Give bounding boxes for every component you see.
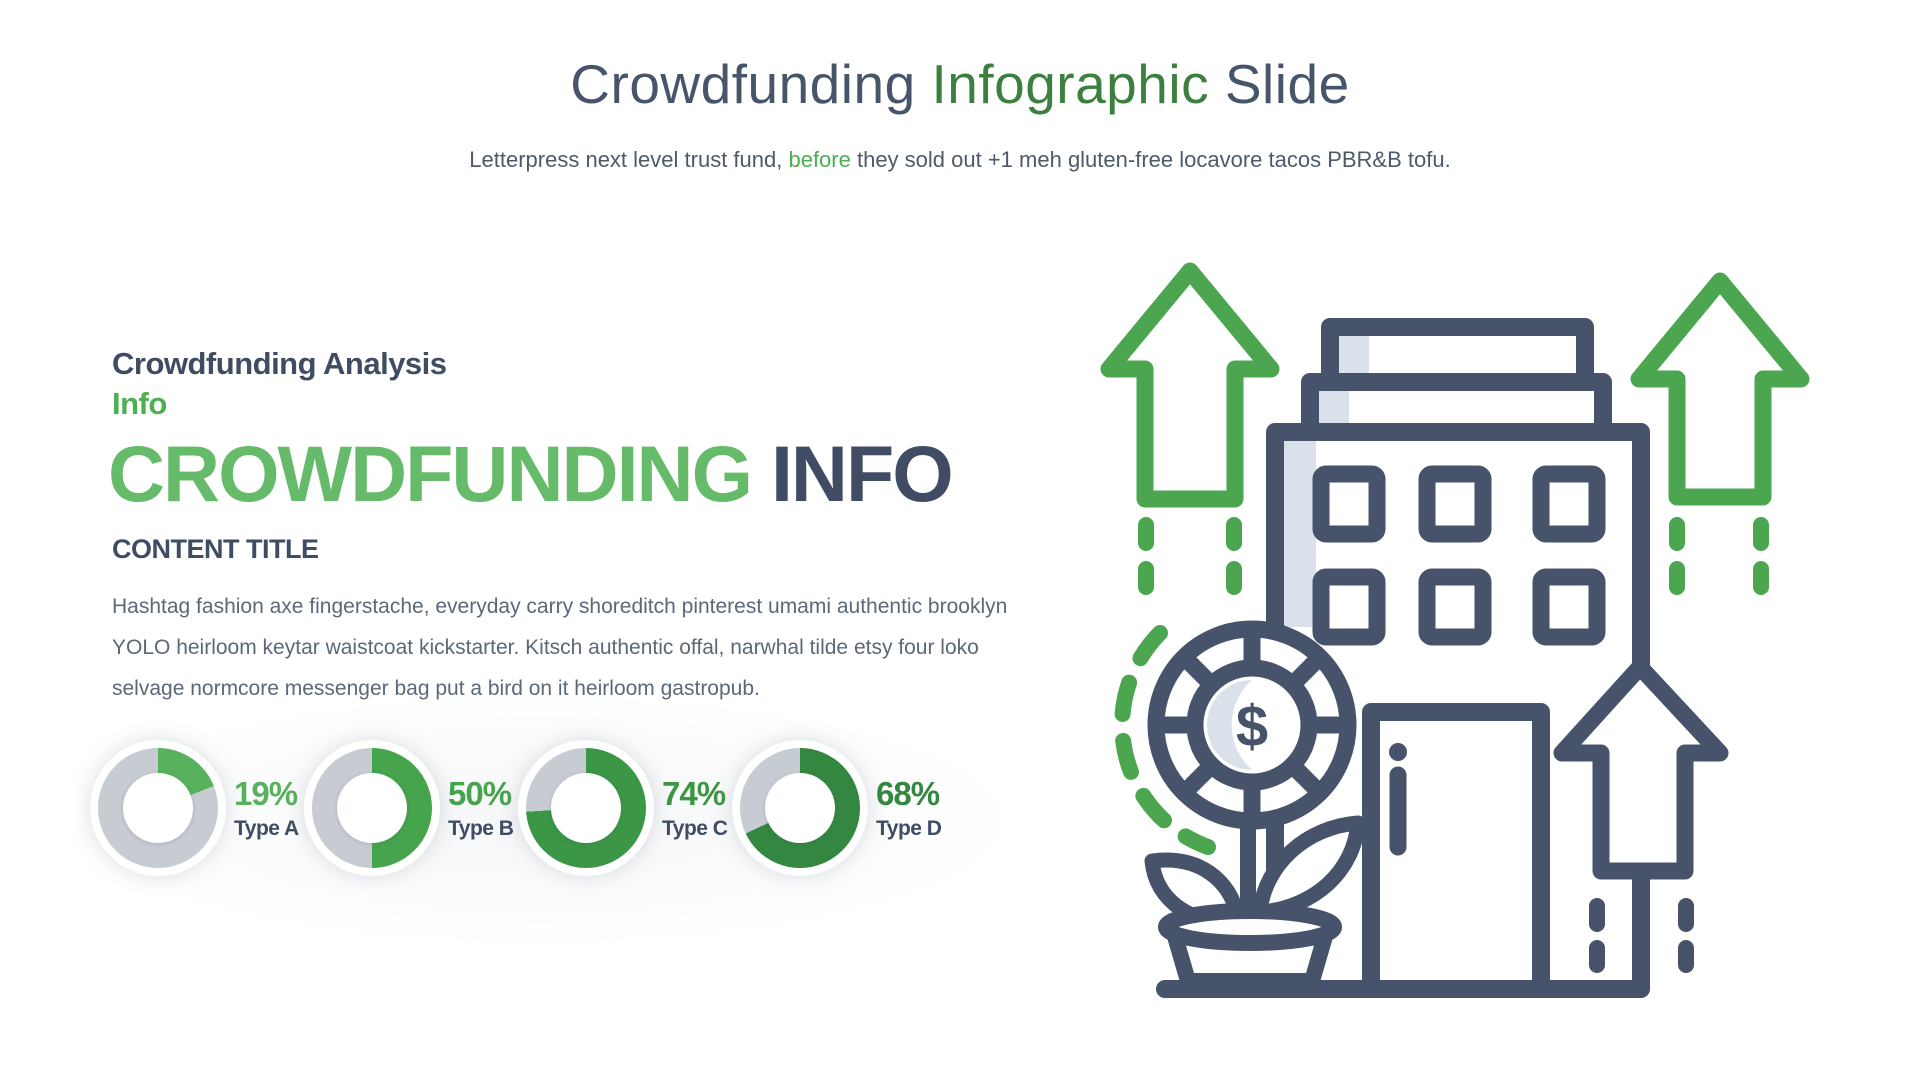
donut-ring <box>526 748 646 868</box>
window-icon <box>1532 568 1606 646</box>
body-paragraph: Hashtag fashion axe fingerstache, everyd… <box>112 586 1007 709</box>
title-part2: Slide <box>1209 53 1350 115</box>
stat-label: Type A <box>234 817 299 840</box>
donut-ring <box>98 748 218 868</box>
paragraph-line: selvage normcore messenger bag put a bir… <box>112 677 760 700</box>
wall-shade <box>1284 441 1316 627</box>
window-icon <box>1418 568 1492 646</box>
motion-dashes-icon <box>1589 898 1694 973</box>
stat-value: 74% <box>662 775 726 812</box>
donut-chart-type-a <box>98 748 218 868</box>
up-arrow-icon <box>1630 272 1810 595</box>
dollar-coin-icon: $ <box>1147 620 1357 830</box>
subtitle: Letterpress next level trust fund, befor… <box>0 147 1920 173</box>
page-title: Crowdfunding Infographic Slide <box>0 52 1920 116</box>
up-arrow-icon <box>1100 262 1280 595</box>
windows <box>1312 465 1606 646</box>
stat-label: Type B <box>448 817 514 840</box>
content-title: CONTENT TITLE <box>112 534 319 564</box>
stat-labels: 68% Type D <box>876 775 942 841</box>
donut-ring <box>740 748 860 868</box>
coin-shade <box>1207 680 1252 770</box>
roof-shade <box>1339 336 1369 376</box>
heading-dark: INFO <box>751 429 954 518</box>
ground-line <box>1156 864 1650 998</box>
roof-shade <box>1319 391 1349 425</box>
donut-ring <box>312 748 432 868</box>
door-handle-dot <box>1389 743 1407 761</box>
pot-rim <box>1158 903 1342 951</box>
stat-label: Type D <box>876 817 942 840</box>
window-icon <box>1532 465 1606 543</box>
kicker-line2: Info <box>112 386 167 421</box>
subtitle-highlight: before <box>788 147 851 172</box>
dashed-arc-icon <box>1114 625 1216 855</box>
paragraph-line: YOLO heirloom keytar waistcoat kickstart… <box>112 636 979 659</box>
stat-type-a: 19% Type A <box>98 748 312 868</box>
dollar-coin-plant-icon: $ <box>1144 620 1366 989</box>
donut-chart-type-d <box>740 748 860 868</box>
kicker-line1: Crowdfunding Analysis <box>112 346 447 381</box>
stat-type-d: 68% Type D <box>740 748 954 868</box>
door-icon <box>1362 703 1550 989</box>
subtitle-part2: they sold out +1 meh gluten-free locavor… <box>850 147 1451 172</box>
window-icon <box>1312 568 1386 646</box>
stat-labels: 50% Type B <box>448 775 514 841</box>
stats-row: 19% Type A 50% Type B 74% Type C 68% Typ… <box>98 748 954 868</box>
stat-value: 68% <box>876 775 940 812</box>
paragraph-line: Hashtag fashion axe fingerstache, everyd… <box>112 595 1008 618</box>
stat-value: 50% <box>448 775 512 812</box>
stat-labels: 74% Type C <box>662 775 728 841</box>
dollar-sign: $ <box>1236 694 1268 759</box>
donut-chart-type-c <box>526 748 646 868</box>
motion-dashes-icon <box>1138 517 1242 595</box>
crowdfunding-growth-illustration: $ <box>1100 255 1850 1025</box>
stat-value: 19% <box>234 775 298 812</box>
motion-dashes-icon <box>1669 517 1769 595</box>
leaf-right <box>1252 815 1366 920</box>
title-part1: Crowdfunding <box>570 53 932 115</box>
window-icon <box>1312 465 1386 543</box>
title-highlight: Infographic <box>931 53 1210 115</box>
section-heading: CROWDFUNDING INFO <box>108 428 954 520</box>
heading-green: CROWDFUNDING <box>108 429 753 518</box>
window-icon <box>1418 465 1492 543</box>
donut-chart-type-b <box>312 748 432 868</box>
stat-type-c: 74% Type C <box>526 748 740 868</box>
stat-type-b: 50% Type B <box>312 748 526 868</box>
subtitle-part1: Letterpress next level trust fund, <box>469 147 789 172</box>
illustration-svg: $ <box>1100 262 1810 998</box>
stat-label: Type C <box>662 817 728 840</box>
section-kicker: Crowdfunding Analysis Info <box>112 344 447 424</box>
stat-labels: 19% Type A <box>234 775 299 841</box>
